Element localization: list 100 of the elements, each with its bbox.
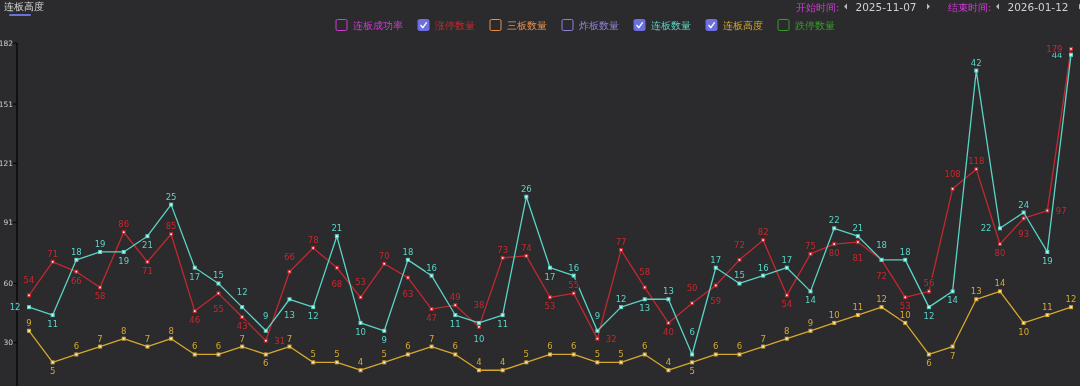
- data-label: 5: [594, 349, 601, 360]
- data-label: 5: [618, 349, 624, 360]
- data-label: 72: [876, 270, 887, 281]
- data-label: 77: [615, 236, 627, 247]
- data-label: 21: [142, 240, 153, 251]
- data-label: 118: [968, 156, 985, 167]
- data-label: 5: [49, 366, 56, 377]
- data-label: 6: [736, 341, 743, 352]
- data-label: 5: [310, 349, 316, 360]
- data-label: 73: [497, 244, 509, 255]
- data-label: 8: [168, 325, 174, 336]
- data-label: 66: [70, 275, 82, 286]
- text: 连板高度: [723, 19, 763, 31]
- data-label: 4: [357, 357, 364, 368]
- data-label: 50: [686, 283, 698, 294]
- data-label: 22: [980, 223, 992, 234]
- data-label: 6: [926, 358, 932, 369]
- data-label: 11: [1041, 302, 1053, 313]
- data-label: 15: [734, 270, 745, 281]
- data-label: 93: [1018, 229, 1030, 240]
- data-label: 82: [757, 227, 769, 238]
- data-label: 9: [594, 310, 601, 321]
- data-label: 13: [284, 310, 295, 321]
- data-label: 53: [355, 277, 366, 288]
- data-label: 7: [286, 333, 293, 344]
- data-label: 10: [899, 309, 911, 320]
- data-label: 18: [899, 246, 911, 257]
- data-label: 12: [923, 311, 935, 322]
- data-label: 5: [523, 349, 530, 360]
- data-label: 53: [544, 301, 556, 312]
- data-label: 7: [949, 350, 956, 361]
- data-label: 40: [663, 326, 674, 337]
- data-label: 17: [189, 271, 201, 282]
- data-label: 26: [520, 183, 532, 194]
- data-label: 12: [615, 294, 627, 305]
- data-label: 38: [473, 299, 485, 310]
- data-label: 11: [47, 319, 59, 330]
- chart-title: 连板高度: [4, 1, 44, 12]
- text: 2025-11-07: [855, 1, 917, 13]
- data-label: 21: [331, 223, 343, 234]
- data-label: 72: [734, 239, 745, 250]
- data-label: 25: [165, 191, 177, 202]
- text: 连板数量: [651, 19, 691, 31]
- data-label: 47: [426, 313, 437, 324]
- data-label: 6: [73, 341, 80, 352]
- text: 涨停数量: [435, 19, 475, 31]
- data-label: 32: [605, 333, 617, 344]
- data-label: 54: [781, 299, 793, 310]
- data-label: 9: [263, 310, 269, 321]
- data-label: 7: [144, 333, 151, 344]
- data-label: 18: [70, 246, 82, 257]
- data-label: 14: [994, 278, 1006, 289]
- data-label: 12: [1065, 294, 1077, 305]
- data-label: 18: [876, 239, 887, 250]
- data-label: 10: [473, 333, 485, 344]
- data-label: 24: [1018, 199, 1030, 210]
- data-label: 59: [710, 296, 722, 307]
- data-label: 14: [947, 295, 958, 306]
- data-label: 6: [263, 358, 269, 369]
- data-label: 21: [852, 223, 864, 234]
- data-label: 11: [449, 319, 461, 330]
- text: 开始时间:: [796, 2, 840, 13]
- data-label: 6: [713, 341, 719, 352]
- data-label: 8: [121, 325, 127, 336]
- data-label: 71: [142, 265, 153, 276]
- data-label: 7: [760, 333, 766, 344]
- data-label: 16: [757, 262, 769, 273]
- data-label: 16: [568, 262, 580, 273]
- data-label: 78: [307, 235, 319, 246]
- data-label: 80: [828, 248, 840, 259]
- data-label: 11: [852, 302, 864, 313]
- data-label: 6: [689, 327, 695, 338]
- data-label: 19: [94, 238, 106, 249]
- data-label: 6: [547, 341, 553, 352]
- legend-label: 炸板数量: [579, 19, 619, 31]
- legend-label: 连板成功率: [353, 19, 403, 31]
- data-label: 6: [192, 341, 198, 352]
- data-label: 19: [118, 255, 130, 266]
- data-label: 70: [378, 250, 390, 261]
- data-label: 4: [499, 357, 506, 368]
- data-label: 46: [189, 315, 201, 326]
- data-label: 6: [570, 341, 577, 352]
- data-label: 17: [544, 271, 556, 282]
- data-label: 9: [381, 334, 387, 345]
- data-label: 55: [213, 304, 224, 315]
- data-label: 66: [284, 251, 295, 262]
- data-label: 17: [781, 254, 793, 265]
- data-label: 6: [452, 341, 458, 352]
- data-label: 10: [355, 326, 366, 337]
- data-label: 85: [165, 221, 177, 232]
- text: 结束时间:: [948, 2, 992, 13]
- data-label: 11: [497, 319, 509, 330]
- data-label: 5: [381, 349, 387, 360]
- data-label: 97: [1055, 205, 1067, 216]
- data-label: 4: [476, 357, 482, 368]
- data-label: 6: [405, 341, 411, 352]
- data-label: 6: [215, 341, 222, 352]
- data-label: 22: [828, 215, 840, 226]
- data-label: 4: [665, 357, 672, 368]
- data-label: 13: [639, 303, 651, 314]
